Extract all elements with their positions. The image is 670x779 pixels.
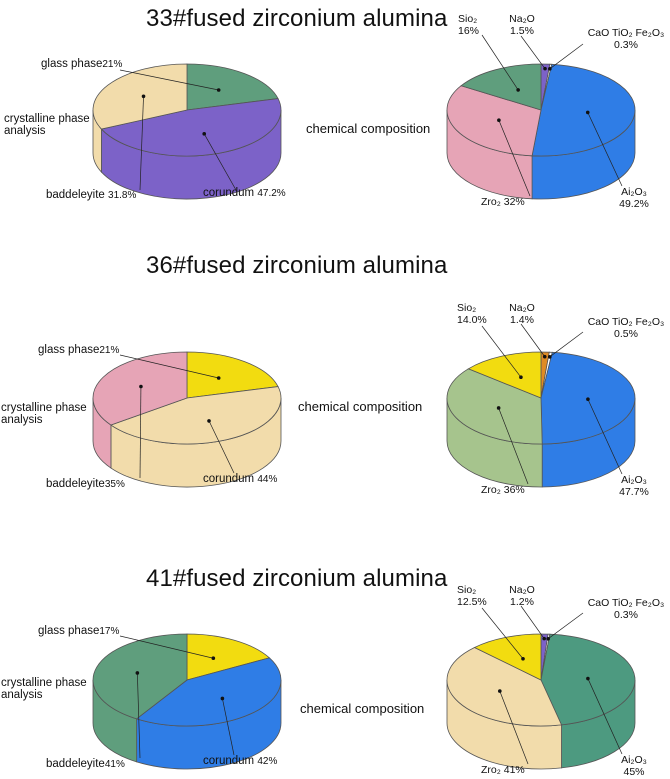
pie0-slice-2 [92,63,188,130]
pie4-leader-0 [119,635,214,659]
label-36-al2o3: Ai₂O₃ 47.7% [619,474,649,498]
pie3-slice-3 [446,368,543,445]
pie0-slice-1 [100,98,282,157]
label-33-baddeleyite: baddeleyite 31.8% [46,189,137,201]
pie5-dot-4 [586,676,590,681]
pie4-dot-1 [220,696,225,701]
label-33-glass: glass phase21% [41,58,123,70]
label-33-na2o: Na₂O 1.5% [509,13,535,37]
pie3-dot-0 [519,375,523,380]
pie0-leader-2 [139,96,144,191]
label-33-crystalline: crystalline phase analysis [4,113,90,137]
pie5-dot-1 [542,636,546,641]
label-33-al2o3: Ai₂O₃ 49.2% [619,186,649,210]
pie0-dot-2 [141,94,146,99]
pie1-leader-0 [481,34,519,91]
label-41-crystalline: crystalline phase analysis [1,677,87,701]
label-36-crystalline: crystalline phase analysis [1,402,87,426]
pie1-dot-0 [516,88,520,92]
chart-title-36: 36#fused zirconium alumina [146,252,448,279]
pie1-leader-4 [587,112,623,187]
pie1-dot-3 [497,118,501,123]
label-33-corundum: corundum 47.2% [203,187,286,199]
label-36-sio2: Sio₂ 14.0% [457,302,487,326]
pie3-dot-4 [586,397,590,402]
pie3-dot-1 [542,354,547,359]
label-41-cao: CaO TiO₂ Fe₂O₃ 0.3% [587,597,665,621]
pie2-leader-1 [208,420,235,474]
pie0-leader-1 [203,133,237,191]
pie1-slice-2 [531,63,636,157]
label-41-glass: glass phase17% [38,625,120,637]
label-36-na2o: Na₂O 1.4% [509,302,535,326]
pie0-dot-0 [216,88,221,92]
pie1-dot-1 [543,66,547,71]
pie4-dot-0 [211,656,216,661]
pie3-leader-0 [481,325,522,378]
pie4-dot-2 [135,671,140,675]
label-33-chemical: chemical composition [306,121,431,136]
label-41-na2o: Na₂O 1.2% [509,584,535,608]
pie5-dot-3 [498,689,502,693]
pie1-leader-1 [520,35,546,69]
pie4-slice-0 [186,633,271,681]
pie1-leader-3 [498,120,531,197]
pie2-leader-2 [139,386,142,479]
pie5-slice-3 [446,647,563,727]
pie1-dot-4 [585,110,590,115]
label-33-zro2: Zro₂ 32% [481,196,525,208]
pie3-dot-2 [547,355,552,359]
pie2-leader-0 [119,354,219,379]
pie5-leader-1 [520,605,545,639]
pie3-slice-4 [467,351,542,399]
label-36-chemical: chemical composition [298,399,423,414]
label-41-sio2: Sio₂ 12.5% [457,584,487,608]
label-41-baddeleyite: baddeleyite41% [46,758,125,770]
pie5-leader-4 [587,678,623,755]
label-41-al2o3: Ai₂O₃ 45% [621,754,647,778]
pie5-leader-0 [481,607,524,659]
pie2-dot-2 [139,384,143,389]
pie3-leader-1 [520,323,546,357]
label-41-chemical: chemical composition [300,701,425,716]
pie3-leader-4 [587,399,623,475]
pie2-slice-2 [92,351,188,426]
pie1-slice-4 [460,63,542,111]
label-36-zro2: Zro₂ 36% [481,484,525,496]
pie0-leader-0 [119,69,219,91]
chart-title-33: 33#fused zirconium alumina [146,5,448,32]
pie4-leader-2 [137,672,141,759]
pie5-leader-2 [547,612,584,640]
pie4-slice-1 [135,657,282,727]
label-41-corundum: corundum 42% [203,755,278,767]
watermark: htrefractory.en [280,370,436,395]
label-36-baddeleyite: baddeleyite35% [46,478,125,490]
pie1-dot-2 [548,67,552,71]
pie0-slice-0 [186,63,279,111]
label-36-cao: CaO TiO₂ Fe₂O₃ 0.5% [587,316,665,340]
pie5-dot-0 [521,656,525,661]
pie3-dot-3 [496,406,501,410]
pie4-leader-1 [222,698,235,756]
pie5-leader-3 [499,690,529,765]
pie1-leader-2 [549,43,584,70]
pie2-slice-1 [110,386,282,445]
pie2-dot-1 [207,419,211,423]
label-33-cao: CaO TiO₂ Fe₂O₃ 0.3% [587,27,665,51]
pie3-leader-2 [549,331,584,358]
pie5-slice-4 [473,633,542,681]
label-36-glass: glass phase21% [38,344,120,356]
pie0-dot-1 [202,132,207,136]
label-41-zro2: Zro₂ 41% [481,764,525,776]
label-33-sio2: Sio₂ 16% [458,13,480,37]
pie4-slice-2 [92,633,188,720]
pie5-dot-2 [546,636,550,641]
pie2-dot-0 [216,376,221,380]
pie3-leader-3 [498,407,529,485]
pie2-slice-0 [186,351,279,399]
label-36-corundum: corundum 44% [203,473,278,485]
chart-title-41: 41#fused zirconium alumina [146,565,448,592]
